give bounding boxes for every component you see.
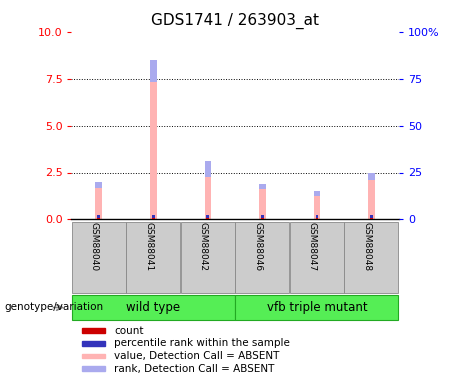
Bar	[205, 161, 211, 177]
Bar	[150, 60, 157, 219]
Bar	[97, 218, 100, 219]
Bar	[370, 218, 373, 219]
FancyBboxPatch shape	[236, 295, 398, 320]
Text: wild type: wild type	[126, 301, 180, 314]
FancyBboxPatch shape	[72, 295, 235, 320]
Bar	[207, 214, 209, 218]
Bar	[82, 328, 105, 333]
Bar	[150, 60, 157, 82]
FancyBboxPatch shape	[290, 222, 344, 293]
FancyBboxPatch shape	[344, 222, 398, 293]
Title: GDS1741 / 263903_at: GDS1741 / 263903_at	[151, 13, 319, 29]
FancyBboxPatch shape	[181, 222, 235, 293]
Bar	[259, 184, 266, 189]
Text: count: count	[114, 326, 144, 336]
Text: genotype/variation: genotype/variation	[5, 303, 104, 312]
Bar	[152, 214, 154, 218]
Bar	[95, 182, 102, 188]
Text: GSM88042: GSM88042	[199, 222, 208, 271]
Bar	[368, 173, 375, 219]
Bar	[95, 182, 102, 219]
Bar	[370, 214, 373, 218]
Bar	[205, 161, 211, 219]
Bar	[313, 191, 320, 219]
Bar	[261, 214, 264, 218]
Text: GSM88046: GSM88046	[254, 222, 262, 271]
Text: GSM88047: GSM88047	[308, 222, 317, 271]
Bar	[261, 218, 264, 219]
Text: GSM88048: GSM88048	[362, 222, 372, 271]
FancyBboxPatch shape	[236, 222, 290, 293]
Text: rank, Detection Call = ABSENT: rank, Detection Call = ABSENT	[114, 364, 274, 374]
Bar	[207, 218, 209, 219]
Text: GSM88041: GSM88041	[144, 222, 153, 271]
Text: vfb triple mutant: vfb triple mutant	[266, 301, 367, 314]
Bar	[97, 214, 100, 218]
Text: GSM88040: GSM88040	[90, 222, 99, 271]
FancyBboxPatch shape	[126, 222, 180, 293]
FancyBboxPatch shape	[72, 222, 126, 293]
Bar	[82, 354, 105, 358]
Bar	[316, 214, 318, 218]
Bar	[368, 173, 375, 180]
Bar	[82, 366, 105, 371]
Bar	[259, 184, 266, 219]
Bar	[152, 218, 154, 219]
Text: percentile rank within the sample: percentile rank within the sample	[114, 338, 290, 348]
Text: value, Detection Call = ABSENT: value, Detection Call = ABSENT	[114, 351, 279, 361]
Bar	[82, 341, 105, 346]
Bar	[313, 191, 320, 196]
Bar	[316, 218, 318, 219]
